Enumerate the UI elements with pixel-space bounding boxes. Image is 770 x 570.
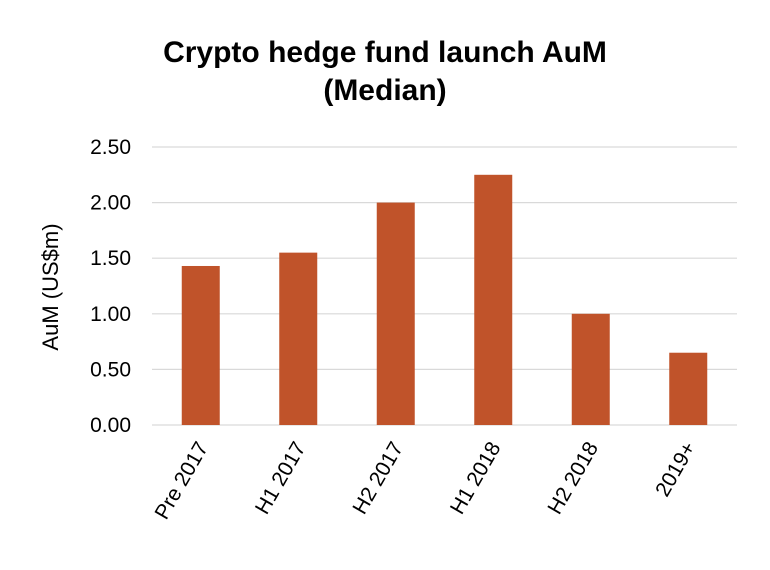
bars (181, 174, 708, 425)
y-axis-title: AuM (US$m) (38, 223, 63, 350)
x-tick-label: 2019+ (651, 438, 700, 501)
y-axis-ticks: 0.00 0.50 1.00 1.50 2.00 2.50 (90, 136, 131, 437)
y-tick-label: 2.50 (90, 136, 131, 159)
y-tick-label: 1.50 (90, 247, 131, 270)
x-tick-label: Pre 2017 (151, 438, 214, 523)
y-tick-label: 0.50 (90, 358, 131, 381)
bar (474, 174, 513, 425)
bar (376, 202, 415, 425)
x-axis-ticks: Pre 2017 H1 2017 H2 2017 H1 2018 H2 2018 2019… (151, 438, 701, 523)
chart-title-line-2: (Median) (323, 74, 447, 107)
bar (181, 265, 220, 425)
bar (279, 252, 318, 425)
gridlines (152, 146, 737, 426)
chart-title-line-1: Crypto hedge fund launch AuM (163, 36, 607, 69)
y-tick-label: 1.00 (90, 303, 131, 326)
bar (571, 313, 610, 425)
x-tick-label: H1 2017 (251, 438, 311, 518)
y-tick-label: 0.00 (90, 414, 131, 437)
x-tick-label: H2 2018 (543, 438, 603, 518)
chart-title: Crypto hedge fund launch AuM (Median) (0, 34, 770, 110)
y-tick-label: 2.00 (90, 192, 131, 215)
bar (669, 352, 708, 425)
x-tick-label: H1 2018 (446, 438, 506, 518)
x-tick-label: H2 2017 (348, 438, 408, 518)
